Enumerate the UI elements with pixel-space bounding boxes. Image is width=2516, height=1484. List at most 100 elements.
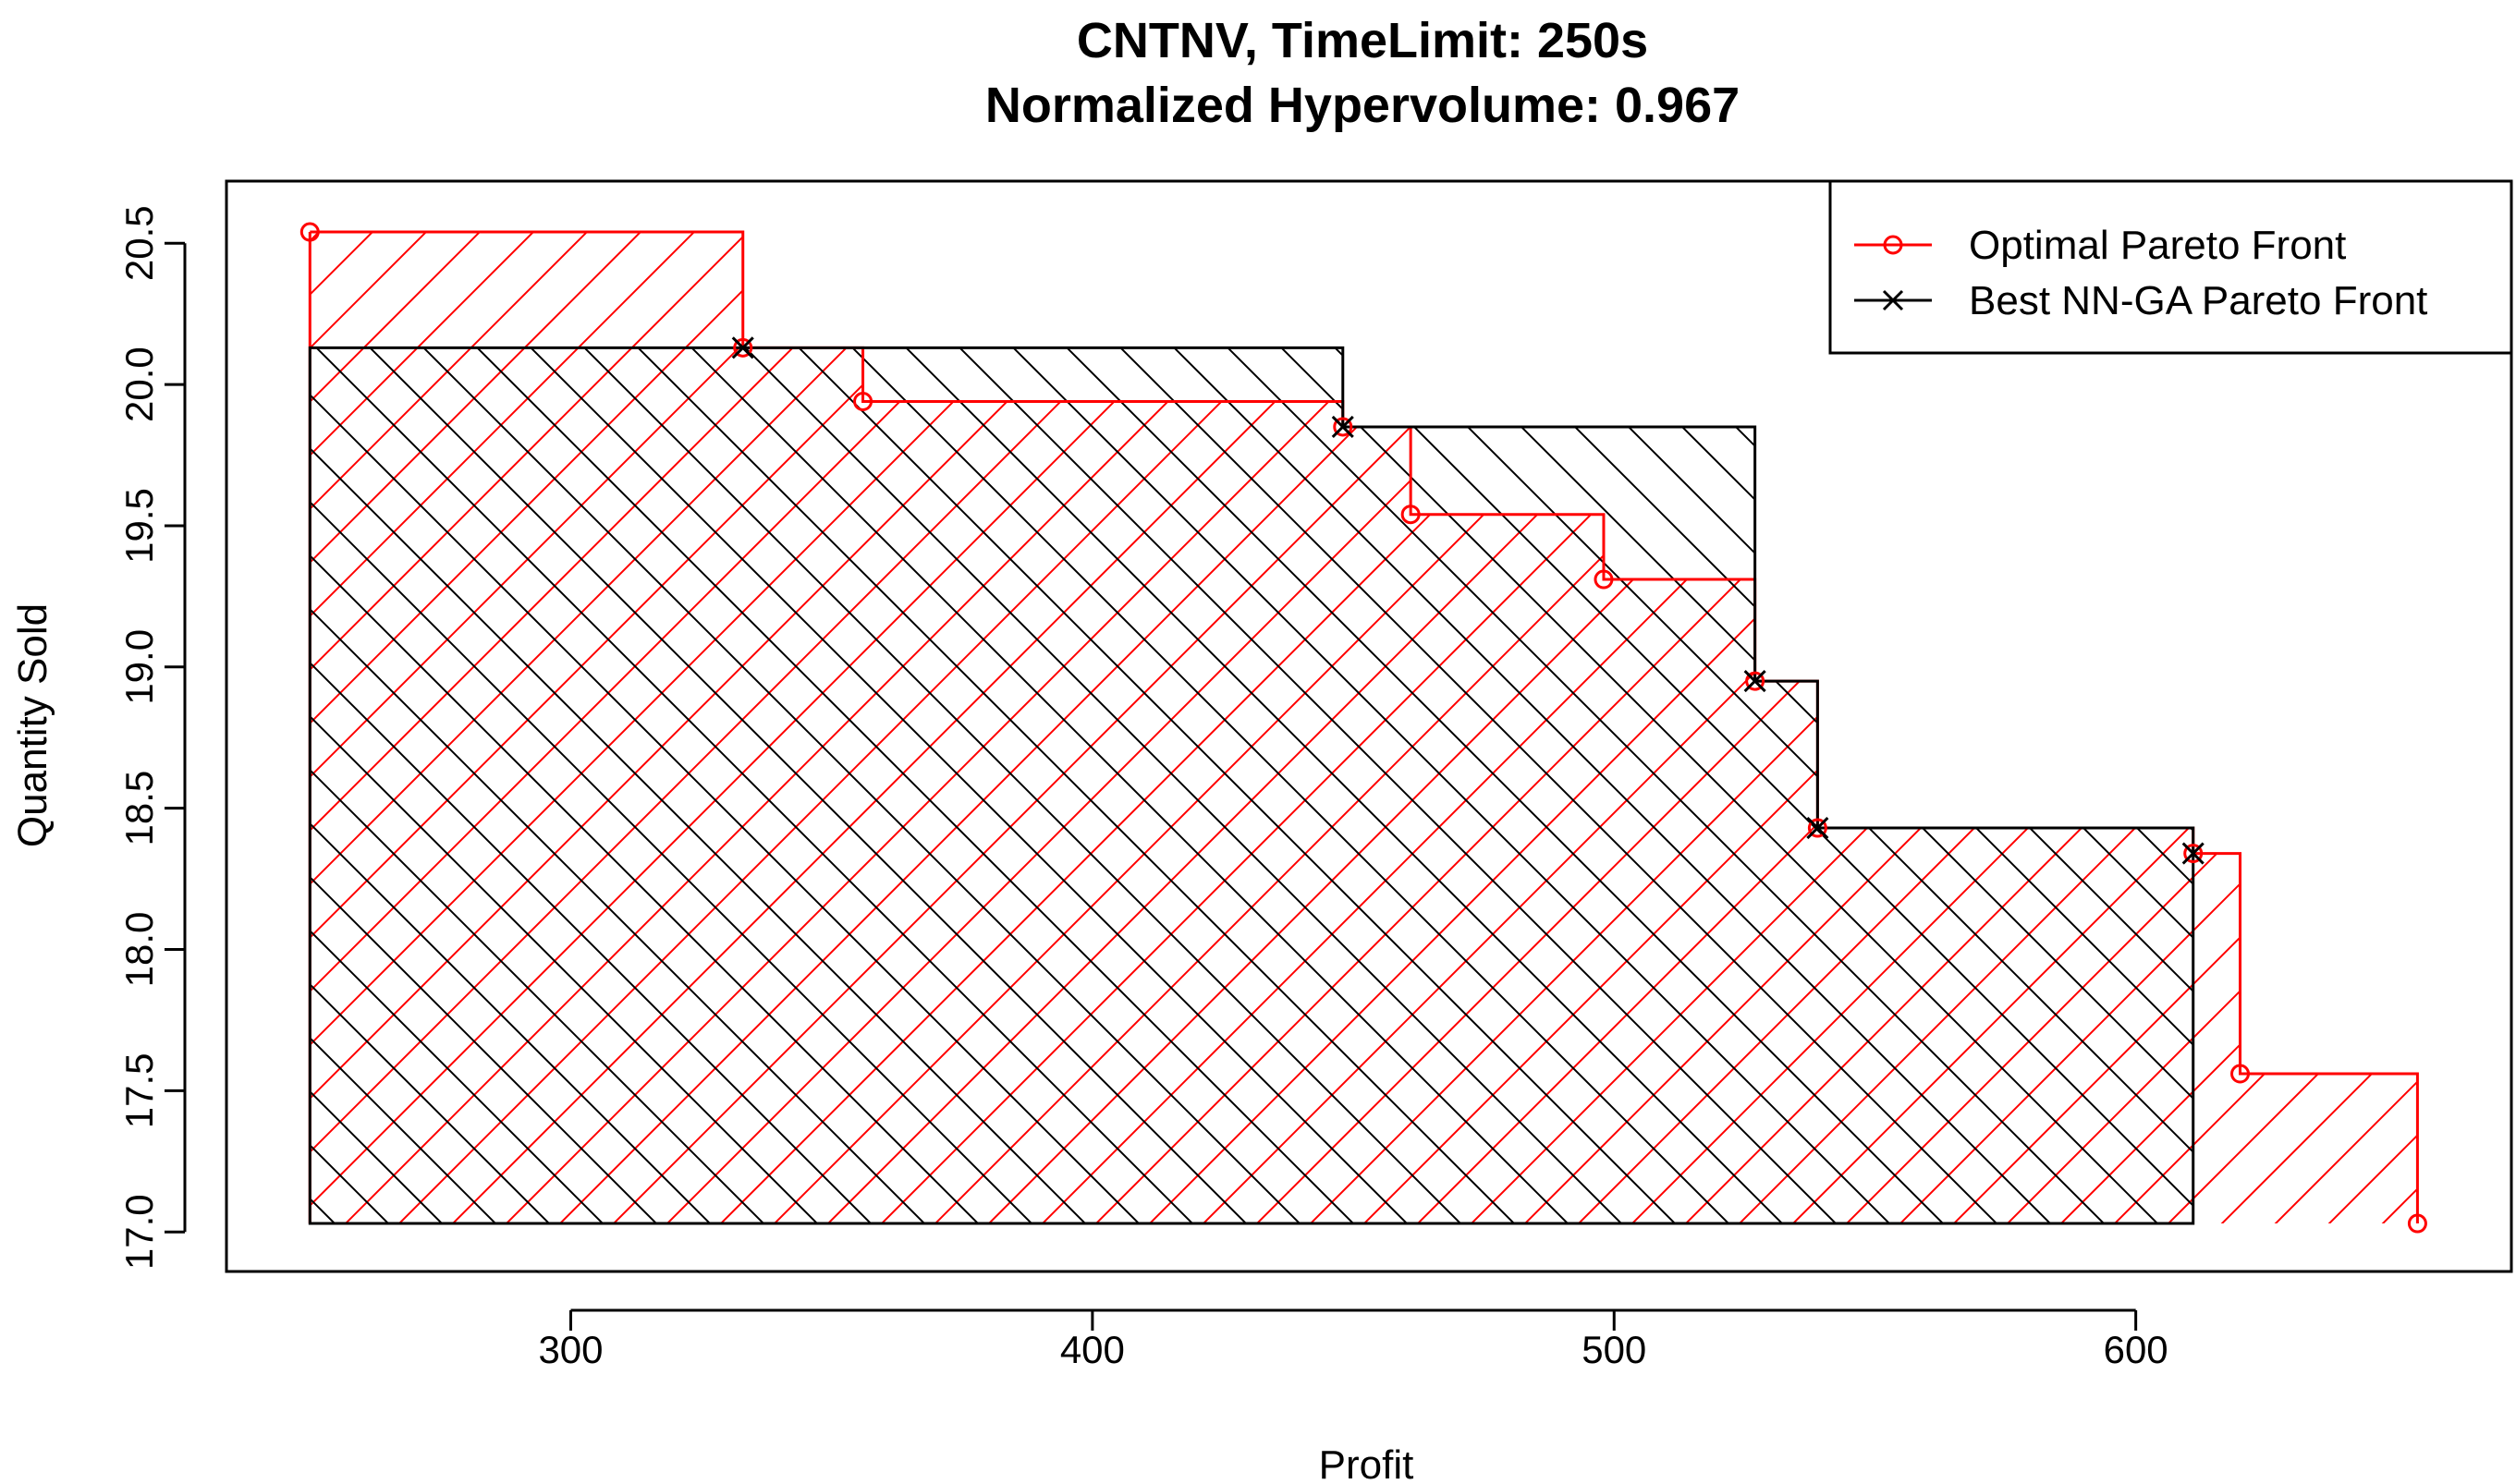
- hatch-line-black: [611, 347, 1999, 1224]
- x-tick-label: 300: [538, 1328, 603, 1371]
- chart-subtitle: Normalized Hypervolume: 0.967: [985, 78, 1740, 133]
- y-tick-label: 20.5: [117, 205, 161, 281]
- hatch-line-red: [310, 232, 498, 1224]
- y-tick-label: 19.0: [117, 629, 161, 705]
- hatch-line-red: [310, 232, 391, 1224]
- y-tick-label: 18.5: [117, 771, 161, 846]
- hatch-line-black: [310, 347, 498, 1224]
- hatch-line-red: [1898, 232, 2418, 1224]
- y-tick-label: 17.0: [117, 1194, 161, 1270]
- hatch-line-black: [310, 347, 1624, 1224]
- legend-label-optimal: Optimal Pareto Front: [1969, 223, 2346, 268]
- hatch-line-black: [397, 347, 1785, 1224]
- optimal-point: [733, 337, 753, 358]
- hatch-line-red: [310, 232, 659, 1224]
- hatch-line-red: [310, 232, 552, 1224]
- nnga-point: [1743, 670, 1766, 693]
- legend-black-cross-marker: [1882, 289, 1904, 311]
- hatch-line-red: [310, 232, 1142, 1224]
- x-tick-label: 500: [1582, 1328, 1646, 1371]
- hatch-line-red: [310, 232, 445, 1224]
- nnga-point: [1806, 816, 1829, 840]
- y-tick-label: 17.5: [117, 1052, 161, 1128]
- hatch-line-red: [310, 232, 1088, 1224]
- hatch-line-black: [310, 347, 1195, 1224]
- nnga-point: [1331, 415, 1354, 439]
- hatch-line-black: [665, 347, 2053, 1224]
- hatch-line-red: [1790, 232, 2418, 1224]
- hatch-line-red: [310, 232, 1302, 1224]
- hatch-line-black: [879, 347, 2193, 1224]
- hatch-line-black: [933, 347, 2193, 1224]
- hatch-line-black: [310, 347, 552, 1224]
- hatch-line-black: [986, 347, 2193, 1224]
- hatch-line-black: [718, 347, 2107, 1224]
- hatch-line-black: [310, 347, 820, 1224]
- hatch-line-red: [310, 232, 766, 1224]
- hatch-line-black: [310, 347, 659, 1224]
- y-tick-label: 20.0: [117, 347, 161, 422]
- hatch-line-black: [450, 347, 1838, 1224]
- hatch-line-red: [310, 232, 605, 1224]
- hatch-line-red: [1844, 232, 2418, 1224]
- hatch-line-red: [310, 232, 1195, 1224]
- legend-red-circle-marker: [1883, 235, 1903, 255]
- x-tick-label: 400: [1060, 1328, 1125, 1371]
- y-axis: 17.0 17.5 18.0 18.5 19.0 19.5 20.0 20.5: [117, 205, 187, 1270]
- hatch-line-red: [1737, 232, 2418, 1224]
- hatch-line-black: [310, 347, 981, 1224]
- optimal-point: [2183, 844, 2204, 864]
- hatch-line-black: [1093, 347, 2193, 1224]
- chart-title: CNTNV, TimeLimit: 250s: [1077, 13, 1648, 68]
- hatch-line-red: [2112, 232, 2418, 1224]
- hatch-line-black: [310, 347, 1678, 1224]
- hatch-line-black: [825, 347, 2193, 1224]
- series-line-optimal: [310, 230, 2419, 1224]
- legend-box: [1828, 179, 2513, 355]
- x-axis: 300 400 500 600: [538, 1308, 2168, 1371]
- y-tick-label: 18.0: [117, 912, 161, 988]
- hatch-line-red: [2005, 232, 2418, 1224]
- optimal-point: [299, 222, 320, 242]
- hatch-line-black: [310, 347, 713, 1224]
- optimal-point: [1745, 671, 1765, 691]
- hatch-line-black: [310, 347, 766, 1224]
- hatch-line-black: [310, 347, 1463, 1224]
- optimal-point: [1807, 818, 1827, 838]
- legend-label-nnga: Best NN-GA Pareto Front: [1969, 278, 2427, 323]
- hatch-line-black: [310, 347, 927, 1224]
- hatch-line-black: [310, 347, 1570, 1224]
- nnga-point: [2181, 842, 2205, 865]
- y-tick-label: 19.5: [117, 488, 161, 564]
- hatch-line-red: [2166, 232, 2418, 1224]
- optimal-point: [1333, 417, 1353, 437]
- hatch-line-black: [772, 347, 2160, 1224]
- hatch-line-black: [310, 347, 1034, 1224]
- optimal-point: [1400, 505, 1421, 525]
- hatch-line-black: [310, 347, 1088, 1224]
- hatch-line-black: [310, 347, 1356, 1224]
- hatch-line-black: [1040, 347, 2193, 1224]
- hatch-line-black: [310, 347, 1517, 1224]
- hatch-line-red: [310, 232, 1249, 1224]
- optimal-point: [2230, 1064, 2251, 1084]
- optimal-point: [853, 391, 873, 411]
- hatch-line-black: [504, 347, 1892, 1224]
- hatch-line-black: [310, 347, 445, 1224]
- optimal-point: [2407, 1213, 2427, 1234]
- hatch-line-black: [343, 347, 1731, 1224]
- hatch-line-black: [310, 347, 1302, 1224]
- hatch-line-black: [310, 347, 605, 1224]
- hatch-line-red: [1951, 232, 2418, 1224]
- hatch-line-red: [2058, 232, 2418, 1224]
- hatch-line-black: [310, 347, 1410, 1224]
- nnga-front-hatch: [310, 347, 2193, 1224]
- hatch-line-black: [310, 347, 873, 1224]
- y-axis-label: Quantity Sold: [10, 603, 55, 847]
- hatch-line-black: [310, 347, 1249, 1224]
- hatch-line-black: [310, 347, 391, 1224]
- optimal-point: [1594, 569, 1614, 590]
- hatch-line-black: [310, 347, 1142, 1224]
- nnga-point: [731, 336, 754, 359]
